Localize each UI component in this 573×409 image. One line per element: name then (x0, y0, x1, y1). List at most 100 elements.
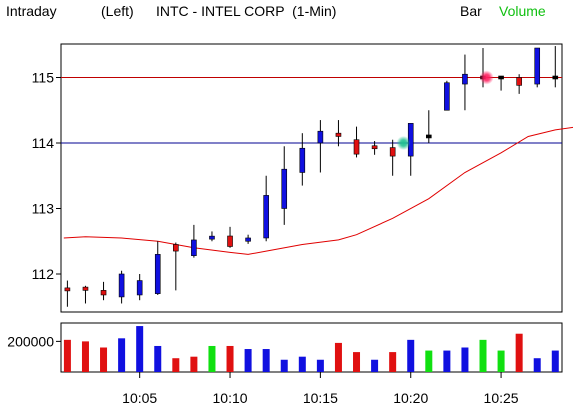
volume-bar-8 (190, 356, 198, 372)
x-tick-label-5: 10:05 (122, 390, 157, 406)
moving-average-line (63, 126, 573, 255)
marker-dot-2 (396, 136, 411, 150)
symbol-title: INTC - INTEL CORP (1-Min) (156, 3, 337, 19)
marker-dot-1 (479, 70, 494, 85)
volume-bar-3 (100, 347, 108, 372)
volume-bar-6 (154, 345, 162, 372)
volume-bar-28 (551, 350, 559, 372)
candle-6 (154, 241, 161, 295)
candle-body (281, 168, 288, 209)
candle-10 (227, 226, 233, 248)
volume-y-tick-label: 200000 (7, 333, 54, 349)
volume-bar-18 (371, 359, 379, 372)
volume-bar-11 (244, 349, 252, 372)
candle-body (371, 145, 378, 150)
candle-14 (299, 133, 306, 186)
candle-body (299, 147, 306, 173)
candle-26 (516, 74, 522, 94)
x-tick-label-25: 10:25 (484, 390, 519, 406)
candle-3 (100, 281, 107, 301)
candle-body (552, 75, 559, 80)
volume-bar-15 (316, 359, 324, 372)
candle-2 (82, 285, 89, 304)
volume-bar-2 (81, 341, 89, 372)
candle-12 (263, 175, 269, 242)
chart-header: Intraday (Left) INTC - INTEL CORP (1-Min… (0, 0, 573, 24)
y-tick-label-112: 112 (32, 266, 55, 282)
candle-body (263, 195, 269, 239)
candle-18 (371, 141, 378, 155)
candle-17 (353, 126, 360, 158)
candle-16 (335, 120, 342, 147)
candle-body (118, 273, 125, 298)
volume-bar-9 (208, 345, 216, 372)
volume-bar-25 (497, 350, 505, 372)
candle-5 (136, 274, 143, 301)
volume-bar-12 (262, 349, 270, 372)
candle-27 (534, 47, 541, 88)
candle-7 (173, 242, 179, 291)
y-tick-label-115: 115 (32, 70, 55, 86)
candle-body (209, 235, 215, 240)
candle-body (335, 132, 342, 137)
volume-bar-5 (136, 326, 144, 372)
volume-bar-10 (226, 345, 234, 372)
volume-bar-24 (479, 339, 487, 372)
candle-body (389, 147, 396, 157)
candle-body (317, 130, 324, 144)
candle-body (227, 235, 233, 247)
candle-4 (118, 270, 125, 304)
candle-body (425, 134, 432, 139)
candle-19 (389, 139, 396, 176)
y-tick-label-113: 113 (32, 201, 55, 217)
volume-bar-4 (118, 338, 126, 372)
candle-body (245, 237, 251, 242)
candle-9 (209, 231, 215, 242)
candle-body (136, 280, 143, 296)
volume-bar-19 (389, 352, 397, 372)
volume-bar-14 (298, 356, 306, 372)
bar-toggle[interactable]: Bar (460, 3, 482, 19)
candle-body (462, 73, 468, 85)
candle-25 (498, 75, 504, 91)
candle-body (64, 287, 71, 292)
candle-body (444, 82, 450, 111)
volume-bar-7 (172, 358, 180, 372)
candle-body (534, 47, 541, 85)
candle-1 (64, 280, 71, 307)
candle-11 (245, 234, 251, 244)
candle-body (353, 139, 360, 155)
volume-bar-27 (533, 358, 541, 372)
candle-body (191, 239, 197, 256)
x-tick-label-20: 10:20 (393, 390, 428, 406)
x-tick-label-10: 10:10 (213, 390, 248, 406)
candle-body (154, 254, 161, 294)
volume-bar-20 (407, 339, 415, 372)
price-panel: 112 113 114 115 (32, 43, 573, 313)
candle-15 (317, 120, 324, 173)
candle-body (82, 286, 89, 291)
volume-bar-17 (353, 352, 361, 372)
x-tick-label-15: 10:15 (303, 390, 338, 406)
volume-bar-22 (443, 350, 451, 372)
price-panel-frame (60, 43, 563, 313)
candle-body (100, 290, 107, 296)
volume-panel: 200000 10:05 10:10 10:15 10:20 10:25 (7, 322, 563, 406)
volume-bar-21 (425, 350, 433, 372)
candle-body (173, 244, 179, 252)
volume-bar-23 (461, 347, 469, 372)
volume-bar-1 (63, 339, 71, 372)
candle-22 (444, 80, 450, 111)
volume-toggle[interactable]: Volume (499, 3, 546, 19)
mode-label: Intraday (6, 3, 57, 19)
volume-bar-26 (515, 333, 523, 372)
candle-body (498, 75, 504, 80)
candle-body (516, 77, 522, 86)
candle-28 (552, 46, 559, 88)
volume-bar-16 (334, 342, 342, 372)
candle-13 (281, 146, 288, 225)
y-tick-label-114: 114 (32, 135, 55, 151)
position-label: (Left) (101, 3, 134, 19)
volume-bar-13 (280, 359, 288, 372)
